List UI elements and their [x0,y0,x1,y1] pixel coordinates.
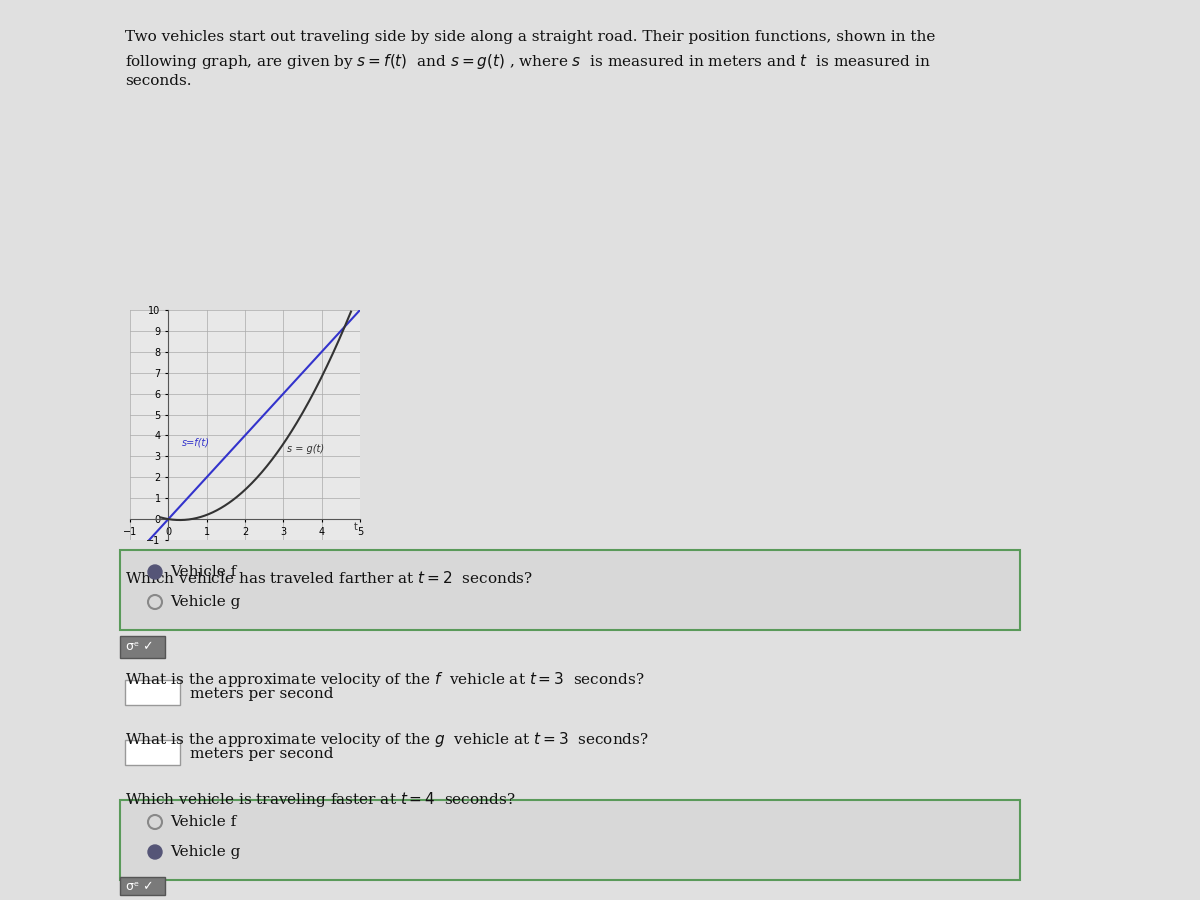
Bar [120,636,166,658]
Text: Vehicle f: Vehicle f [170,815,236,829]
Text: Which vehicle is traveling faster at $t = 4$  seconds?: Which vehicle is traveling faster at $t … [125,790,516,809]
Text: s = g(t): s = g(t) [287,445,324,455]
Text: meters per second: meters per second [190,687,334,701]
Text: s=f(t): s=f(t) [181,438,210,448]
Text: σᵉ ✓: σᵉ ✓ [126,640,154,652]
Bar [125,680,180,705]
Bar [120,800,1020,880]
Text: following graph, are given by $s = f(t)$  and $s = g(t)$ , where $s$  is measure: following graph, are given by $s = f(t)$… [125,52,931,71]
Text: meters per second: meters per second [190,747,334,761]
Bar [120,877,166,895]
Text: Which vehicle has traveled farther at $t = 2$  seconds?: Which vehicle has traveled farther at $t… [125,570,533,586]
Text: What is the approximate velocity of the $f$  vehicle at $t = 3$  seconds?: What is the approximate velocity of the … [125,670,644,689]
Text: What is the approximate velocity of the $g$  vehicle at $t = 3$  seconds?: What is the approximate velocity of the … [125,730,649,749]
Text: Vehicle f: Vehicle f [170,565,236,579]
Circle shape [148,845,162,859]
Text: seconds.: seconds. [125,74,192,88]
Text: σᵉ ✓: σᵉ ✓ [126,879,154,893]
Text: Vehicle g: Vehicle g [170,595,240,609]
Bar [120,550,1020,630]
Text: Two vehicles start out traveling side by side along a straight road. Their posit: Two vehicles start out traveling side by… [125,30,935,44]
Bar [125,740,180,765]
Text: t: t [354,521,358,532]
Text: Vehicle g: Vehicle g [170,845,240,859]
Circle shape [148,565,162,579]
